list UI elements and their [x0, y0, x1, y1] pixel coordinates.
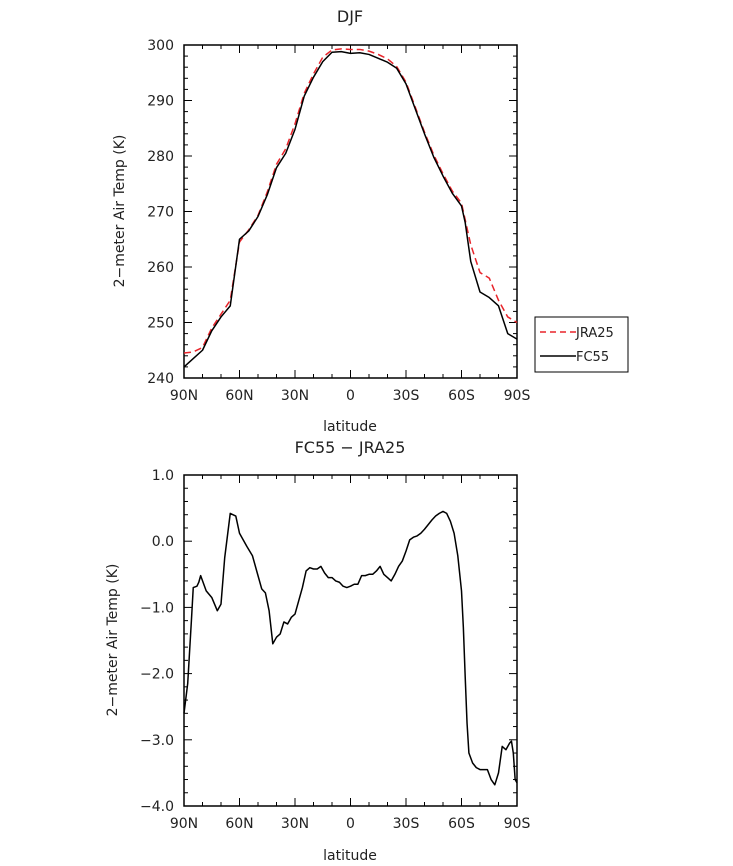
- x-tick-label: 30N: [281, 388, 309, 404]
- x-tick-label: 60S: [448, 816, 475, 832]
- x-tick-label: 30S: [393, 388, 420, 404]
- x-tick-label: 90S: [504, 388, 531, 404]
- y-axis-label-top: 2−meter Air Temp (K): [112, 135, 128, 288]
- y-tick-label: −2.0: [140, 667, 174, 683]
- x-tick-label: 30N: [281, 816, 309, 832]
- x-tick-label: 90N: [170, 388, 198, 404]
- y-tick-label: 0.0: [152, 534, 174, 550]
- chart-title-djf: DJF: [337, 7, 363, 26]
- plot-frame-bottom: [183, 474, 518, 807]
- y-tick-label: 1.0: [152, 468, 174, 484]
- difference-chart: FC55 − JRA25 90N 60N 30N 0 30S 60S 90S −4.0 −3.0…: [105, 438, 530, 864]
- temperature-chart: DJF 90N 60N 30N 0 30S 60S 90S 240 250 260 270 280 29…: [112, 7, 629, 435]
- y-tick-label: 300: [147, 38, 174, 54]
- series-line-jra25: [183, 48, 518, 354]
- y-tick-label: −1.0: [140, 600, 174, 616]
- y-tick-label: −4.0: [140, 799, 174, 815]
- x-tick-label: 90S: [504, 816, 531, 832]
- y-tick-label: 250: [147, 316, 174, 332]
- legend-label-jra25: JRA25: [575, 326, 614, 341]
- y-tick-label: 260: [147, 260, 174, 276]
- bottom-chart-ticks: 90N 60N 30N 0 30S 60S 90S −4.0 −3.0 −2.0 −1.0 0.0 1.…: [140, 468, 530, 832]
- y-tick-label: −3.0: [140, 733, 174, 749]
- y-tick-label: 280: [147, 149, 174, 165]
- legend-box: [534, 316, 629, 373]
- plot-frame-top: [183, 44, 518, 379]
- y-tick-label: 270: [147, 205, 174, 221]
- x-axis-label-bottom: latitude: [323, 848, 377, 864]
- y-axis-label-bottom: 2−meter Air Temp (K): [105, 564, 121, 717]
- x-tick-label: 60N: [225, 816, 253, 832]
- x-tick-label: 90N: [170, 816, 198, 832]
- bottom-chart-series: [183, 510, 518, 786]
- top-chart-series: [183, 48, 518, 368]
- legend: JRA25 FC55: [534, 316, 629, 373]
- top-chart-ticks: 90N 60N 30N 0 30S 60S 90S 240 250 260 270 280 290 300: [147, 38, 530, 404]
- x-tick-label: 60N: [225, 388, 253, 404]
- x-tick-label: 30S: [393, 816, 420, 832]
- series-line-fc55: [183, 50, 518, 368]
- legend-label-fc55: FC55: [576, 350, 609, 365]
- x-axis-label-top: latitude: [323, 419, 377, 435]
- x-tick-label: 0: [346, 816, 355, 832]
- y-tick-label: 290: [147, 94, 174, 110]
- x-tick-label: 60S: [448, 388, 475, 404]
- x-tick-label: 0: [346, 388, 355, 404]
- chart-title-difference: FC55 − JRA25: [295, 438, 406, 457]
- y-tick-label: 240: [147, 371, 174, 387]
- series-line-diff-0: [183, 510, 518, 786]
